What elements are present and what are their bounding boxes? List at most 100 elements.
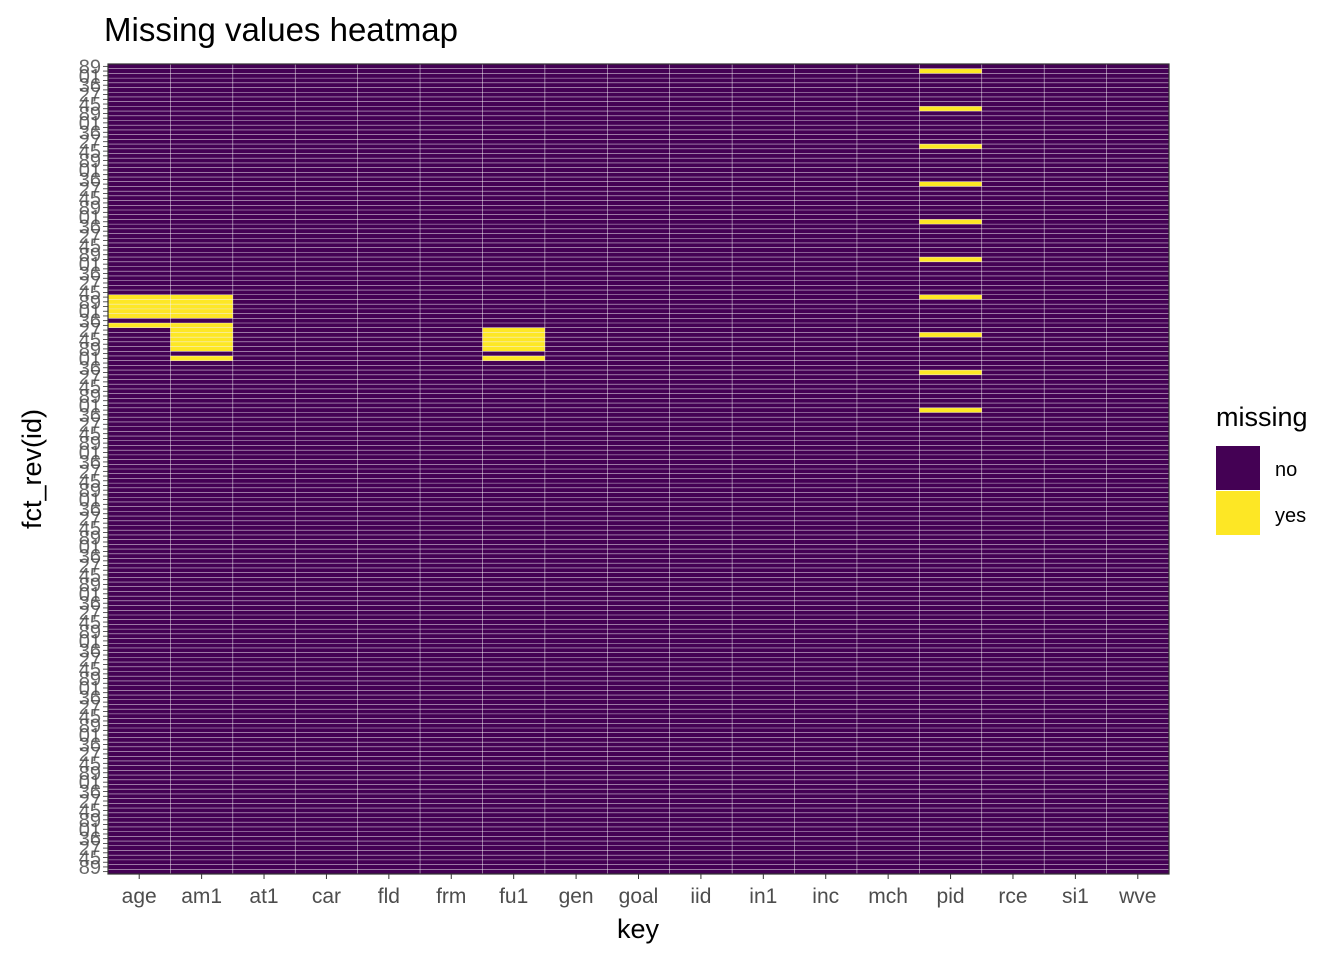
missing-tile-age [108,323,171,328]
missing-tile-am1 [170,294,233,300]
x-axis-title: key [617,914,660,944]
y-tick-label: 89 [79,857,101,879]
y-tick-label: 01 [79,348,101,370]
y-tick-label: 89 [79,621,101,643]
y-tick-label: 27 [79,791,101,813]
x-tick-label-pid: pid [937,885,965,908]
y-tick-label: 01 [79,254,101,276]
y-tick-label: 45 [79,706,101,728]
y-tick-label: 27 [79,367,101,389]
missing-tile-fu1 [482,337,545,342]
missing-tile-pid [919,294,982,300]
y-tick-label: 01 [79,443,101,465]
x-tick-label-mch: mch [868,885,908,908]
legend-title: missing [1216,402,1308,432]
missing-tile-am1 [170,346,233,352]
legend-label-no: no [1275,459,1297,481]
y-tick-label: 89 [79,716,101,738]
y-tick-label: 45 [79,659,101,681]
missing-tile-am1 [170,313,233,319]
y-tick-label: 27 [79,556,101,578]
missing-tile-age [108,308,171,314]
x-tick-label-iid: iid [690,885,711,908]
y-tick-label: 27 [79,273,101,295]
y-tick-label: 01 [79,160,101,182]
legend-swatch-yes [1216,491,1260,535]
y-tick-label: 27 [79,226,101,248]
x-tick-label-goal: goal [619,885,659,908]
missing-tile-fu1 [482,346,545,352]
y-tick-label: 45 [79,141,101,163]
y-tick-label: 36 [79,169,101,191]
y-tick-label: 27 [79,650,101,672]
y-tick-label: 36 [79,358,101,380]
legend-swatch-no [1216,446,1260,490]
y-tick-label: 27 [79,697,101,719]
x-tick-label-fu1: fu1 [499,885,528,908]
y-tick-label: 45 [79,235,101,257]
missing-tile-am1 [170,308,233,314]
y-tick-label: 45 [79,612,101,634]
y-tick-label: 89 [79,339,101,361]
missing-tile-am1 [170,299,233,305]
x-tick-label-gen: gen [559,885,594,908]
y-tick-label: 01 [79,678,101,700]
x-tick-label-car: car [312,885,341,908]
x-tick-label-am1: am1 [181,885,222,908]
y-tick-label: 45 [79,424,101,446]
missing-tile-pid [919,407,982,413]
y-tick-label: 27 [79,603,101,625]
missing-tile-pid [919,257,982,262]
y-tick-label: 01 [79,490,101,512]
missing-tile-fu1 [482,327,545,333]
y-tick-label: 01 [79,725,101,747]
y-tick-label: 36 [79,452,101,474]
y-tick-label: 01 [79,207,101,229]
y-tick-label: 36 [79,216,101,238]
y-tick-label: 89 [79,103,101,125]
missing-tile-fu1 [482,341,545,347]
x-tick-label-wve: wve [1118,885,1156,908]
missing-tile-pid [919,370,982,375]
x-tick-label-fld: fld [378,885,400,908]
y-tick-label: 01 [79,395,101,417]
x-tick-label-at1: at1 [249,885,278,908]
missing-tile-am1 [170,337,233,342]
y-tick-label: 01 [79,301,101,323]
y-axis-ticks: 8901362745890136274589013627458901362745… [79,56,108,879]
missing-tile-am1 [170,327,233,333]
y-tick-label: 45 [79,800,101,822]
y-tick-label: 01 [79,772,101,794]
missing-tile-am1 [170,323,233,328]
y-tick-label: 27 [79,508,101,530]
y-tick-label: 89 [79,245,101,267]
y-tick-label: 36 [79,122,101,144]
y-tick-label: 27 [79,461,101,483]
y-tick-label: 01 [79,631,101,653]
y-tick-label: 27 [79,179,101,201]
x-tick-label-age: age [122,885,157,908]
y-tick-label: 01 [79,584,101,606]
heatmap-tiles [108,64,1169,874]
y-tick-label: 89 [79,574,101,596]
y-tick-label: 45 [79,565,101,587]
missing-tile-age [108,294,171,300]
chart-title: Missing values heatmap [104,11,458,48]
y-tick-label: 01 [79,819,101,841]
missing-tile-fu1 [482,332,545,338]
y-tick-label: 89 [79,198,101,220]
y-tick-label: 27 [79,414,101,436]
y-tick-label: 89 [79,480,101,502]
y-tick-label: 89 [79,292,101,314]
y-tick-label: 45 [79,329,101,351]
missing-tile-age [108,304,171,309]
x-tick-label-in1: in1 [749,885,777,908]
missing-tile-age [108,313,171,319]
x-tick-label-rce: rce [998,885,1027,908]
y-tick-label: 36 [79,734,101,756]
y-tick-label: 27 [79,320,101,342]
y-tick-label: 89 [79,386,101,408]
legend-label-yes: yes [1275,505,1306,527]
y-tick-label: 01 [79,66,101,88]
y-tick-label: 36 [79,687,101,709]
